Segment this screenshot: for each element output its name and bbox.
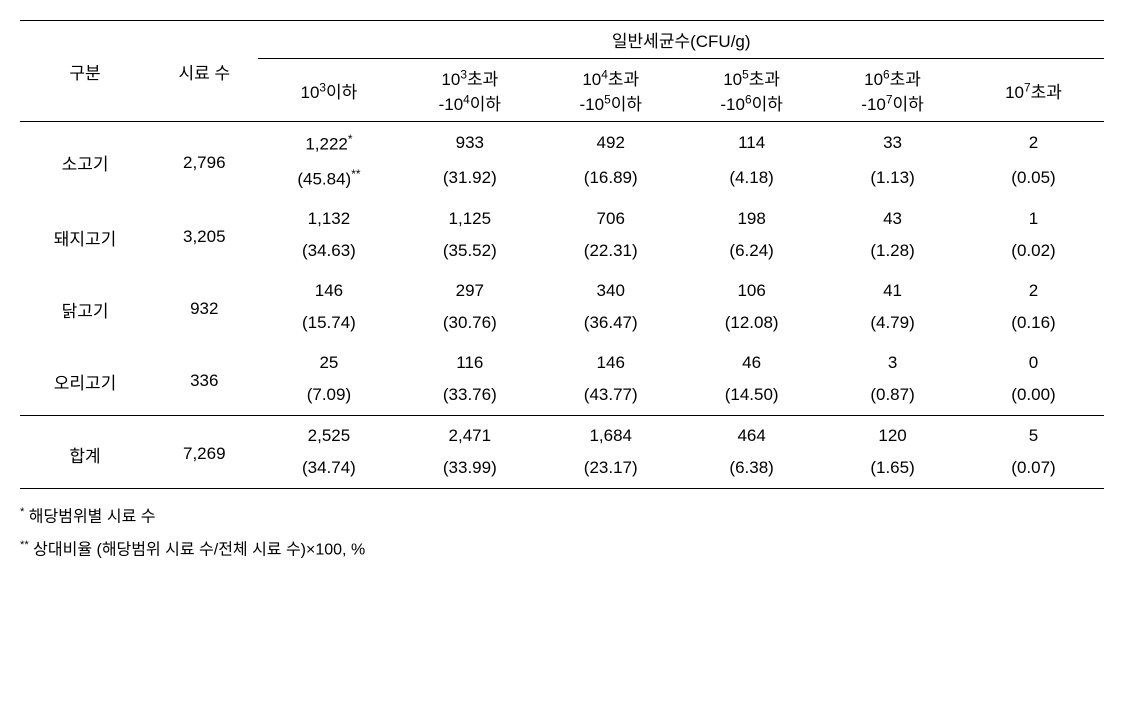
row-label: 소고기 xyxy=(20,122,150,200)
cell-count: 297 xyxy=(399,271,540,307)
cell-pct: (14.50) xyxy=(681,379,822,416)
footnotes: * 해당범위별 시료 수** 상대비율 (해당범위 시료 수/전체 시료 수)×… xyxy=(20,501,1104,566)
cell-count: 106 xyxy=(681,271,822,307)
cell-count: 0 xyxy=(963,343,1104,379)
header-range-2: 104초과-105이하 xyxy=(540,59,681,122)
row-sample-n: 2,796 xyxy=(150,122,258,200)
cell-pct: (0.87) xyxy=(822,379,963,416)
total-pct: (6.38) xyxy=(681,452,822,489)
bacteria-count-table: 구분 시료 수 일반세균수(CFU/g) 103이하103초과-104이하104… xyxy=(20,20,1104,489)
footnote-0: * 해당범위별 시료 수 xyxy=(20,501,1104,533)
cell-count: 25 xyxy=(258,343,399,379)
cell-count: 43 xyxy=(822,199,963,235)
cell-pct: (0.05) xyxy=(963,161,1104,200)
cell-count: 1 xyxy=(963,199,1104,235)
cell-pct: (6.24) xyxy=(681,235,822,271)
cell-count: 1,222* xyxy=(258,122,399,161)
row-sample-n: 336 xyxy=(150,343,258,416)
cell-pct: (1.28) xyxy=(822,235,963,271)
row-label: 돼지고기 xyxy=(20,199,150,271)
cell-pct: (1.13) xyxy=(822,161,963,200)
row-label: 오리고기 xyxy=(20,343,150,416)
cell-pct: (43.77) xyxy=(540,379,681,416)
cell-count: 933 xyxy=(399,122,540,161)
cell-pct: (35.52) xyxy=(399,235,540,271)
total-pct: (34.74) xyxy=(258,452,399,489)
cell-count: 41 xyxy=(822,271,963,307)
cell-pct: (31.92) xyxy=(399,161,540,200)
cell-pct: (4.79) xyxy=(822,307,963,343)
cell-count: 1,125 xyxy=(399,199,540,235)
total-count: 5 xyxy=(963,416,1104,453)
cell-pct: (0.02) xyxy=(963,235,1104,271)
cell-count: 146 xyxy=(258,271,399,307)
total-pct: (0.07) xyxy=(963,452,1104,489)
cell-pct: (12.08) xyxy=(681,307,822,343)
row-sample-n: 932 xyxy=(150,271,258,343)
total-count: 464 xyxy=(681,416,822,453)
cell-pct: (0.16) xyxy=(963,307,1104,343)
cell-pct: (22.31) xyxy=(540,235,681,271)
header-range-4: 106초과-107이하 xyxy=(822,59,963,122)
cell-pct: (45.84)** xyxy=(258,161,399,200)
total-count: 2,471 xyxy=(399,416,540,453)
header-sample-n: 시료 수 xyxy=(150,21,258,122)
total-pct: (33.99) xyxy=(399,452,540,489)
cell-count: 2 xyxy=(963,271,1104,307)
cell-pct: (34.63) xyxy=(258,235,399,271)
total-count: 1,684 xyxy=(540,416,681,453)
cell-count: 146 xyxy=(540,343,681,379)
cell-pct: (33.76) xyxy=(399,379,540,416)
cell-count: 1,132 xyxy=(258,199,399,235)
header-category: 구분 xyxy=(20,21,150,122)
cell-count: 46 xyxy=(681,343,822,379)
cell-pct: (0.00) xyxy=(963,379,1104,416)
cell-count: 198 xyxy=(681,199,822,235)
cell-count: 33 xyxy=(822,122,963,161)
total-count: 2,525 xyxy=(258,416,399,453)
total-sample-n: 7,269 xyxy=(150,416,258,489)
footnote-1: ** 상대비율 (해당범위 시료 수/전체 시료 수)×100, % xyxy=(20,534,1104,566)
cell-pct: (4.18) xyxy=(681,161,822,200)
cell-count: 3 xyxy=(822,343,963,379)
row-label: 닭고기 xyxy=(20,271,150,343)
row-sample-n: 3,205 xyxy=(150,199,258,271)
header-range-1: 103초과-104이하 xyxy=(399,59,540,122)
header-group-title: 일반세균수(CFU/g) xyxy=(258,21,1104,59)
cell-count: 116 xyxy=(399,343,540,379)
header-range-0: 103이하 xyxy=(258,59,399,122)
total-label: 합계 xyxy=(20,416,150,489)
cell-count: 2 xyxy=(963,122,1104,161)
header-range-5: 107초과 xyxy=(963,59,1104,122)
cell-count: 706 xyxy=(540,199,681,235)
total-count: 120 xyxy=(822,416,963,453)
cell-pct: (16.89) xyxy=(540,161,681,200)
cell-count: 340 xyxy=(540,271,681,307)
cell-pct: (15.74) xyxy=(258,307,399,343)
cell-count: 492 xyxy=(540,122,681,161)
total-pct: (23.17) xyxy=(540,452,681,489)
total-pct: (1.65) xyxy=(822,452,963,489)
cell-count: 114 xyxy=(681,122,822,161)
cell-pct: (30.76) xyxy=(399,307,540,343)
header-range-3: 105초과-106이하 xyxy=(681,59,822,122)
cell-pct: (7.09) xyxy=(258,379,399,416)
cell-pct: (36.47) xyxy=(540,307,681,343)
